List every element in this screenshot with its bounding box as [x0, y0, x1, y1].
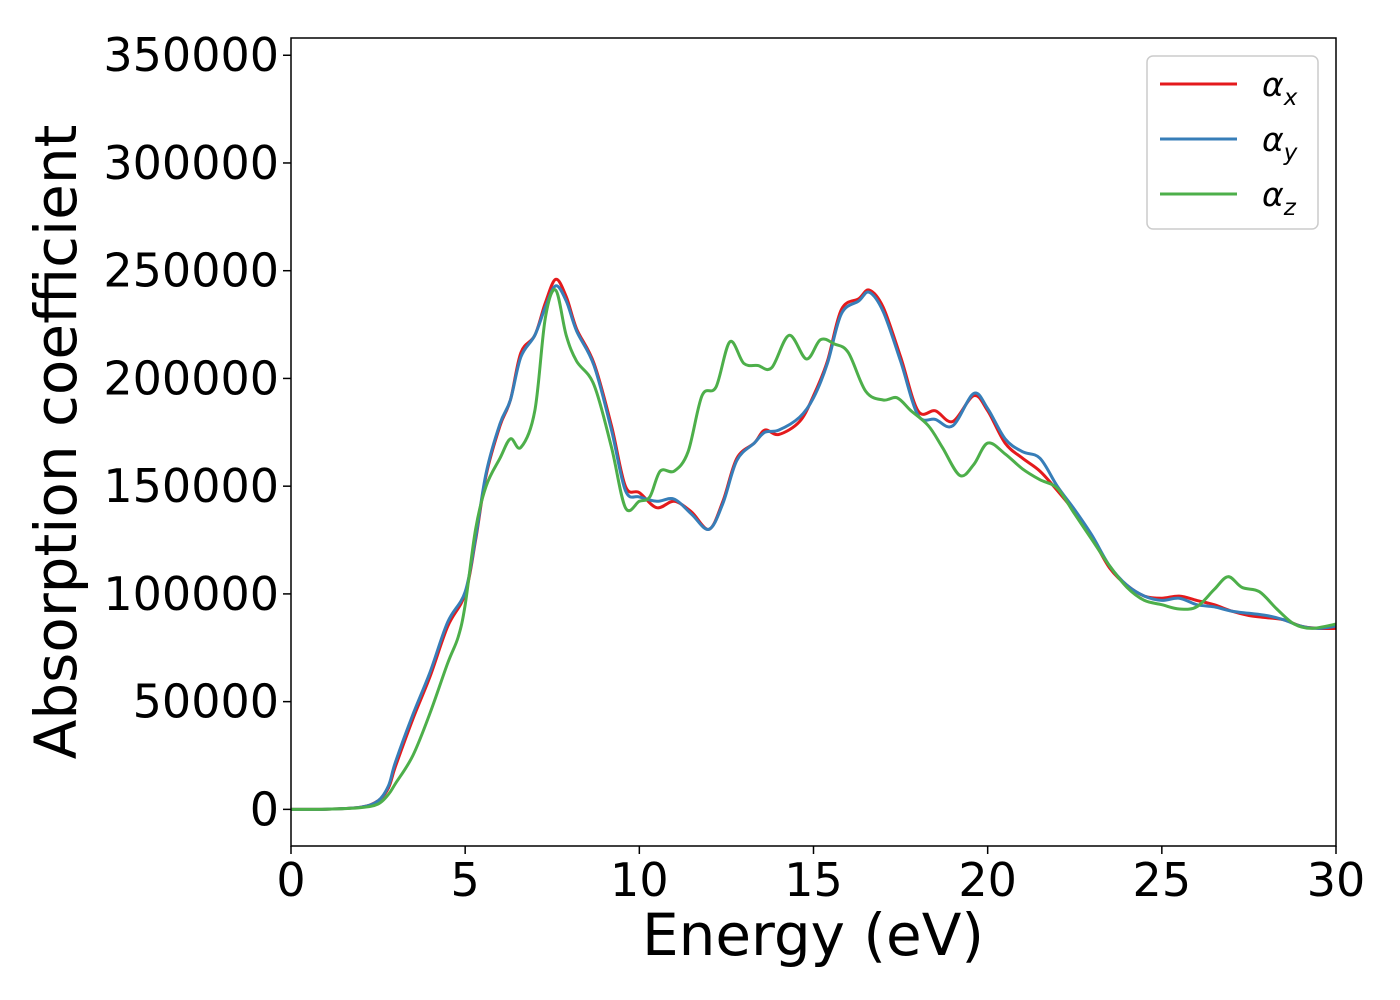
legend-label-alpha-z: αz — [1262, 175, 1297, 221]
x-tick-label: 30 — [1307, 853, 1366, 907]
legend: αx αy αz — [1146, 55, 1319, 230]
y-tick-label: 150000 — [103, 459, 279, 513]
legend-label-alpha-y: αy — [1262, 120, 1298, 166]
x-tick-label: 10 — [610, 853, 669, 907]
y-tick-label: 250000 — [103, 244, 279, 298]
x-axis-label: Energy (eV) — [642, 901, 984, 969]
y-tick-label: 300000 — [103, 136, 279, 190]
x-tick-label: 0 — [276, 853, 305, 907]
y-tick-label: 100000 — [103, 567, 279, 621]
y-tick-label: 0 — [250, 782, 279, 836]
y-tick-label: 350000 — [103, 28, 279, 82]
series-line-alpha-y — [290, 284, 1337, 811]
series-lines — [290, 277, 1337, 811]
legend-label-alpha-x: αx — [1262, 65, 1298, 111]
legend-box — [1146, 55, 1319, 230]
series-line-alpha-z — [290, 288, 1337, 811]
x-tick-label: 5 — [451, 853, 480, 907]
y-axis-label: Absorption coefficient — [22, 125, 90, 760]
y-tick-label: 200000 — [103, 351, 279, 405]
x-tick-label: 20 — [958, 853, 1017, 907]
axis-ticks: 0 5 10 15 20 25 30 0 50000 100000 150000 200000 2500… — [103, 28, 1365, 907]
series-line-alpha-x — [290, 277, 1337, 811]
y-tick-label: 50000 — [133, 675, 279, 729]
x-tick-label: 15 — [784, 853, 843, 907]
x-tick-label: 25 — [1133, 853, 1192, 907]
